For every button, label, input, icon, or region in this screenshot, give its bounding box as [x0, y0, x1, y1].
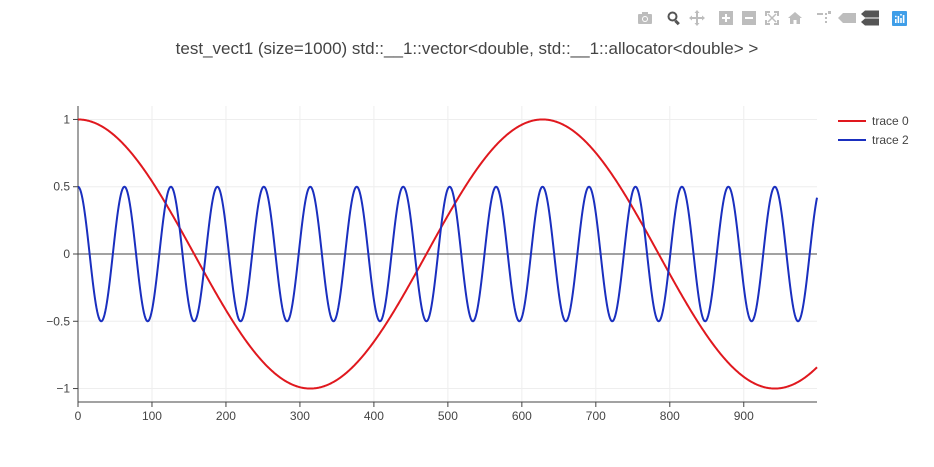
autoscale-icon[interactable]	[763, 9, 781, 27]
y-tick-label: 0	[63, 247, 70, 261]
y-tick-label: 1	[63, 112, 70, 126]
tick-labels: 0 100 200 300 400 500 600 700 800 900 −1 −0.5 0 0.5 1	[46, 112, 754, 423]
chart-title: test_vect1 (size=1000) std::__1::vector<…	[175, 39, 759, 58]
legend-label: trace 2	[872, 133, 909, 147]
legend-item[interactable]: trace 0	[838, 114, 909, 128]
hover-closest-icon[interactable]	[838, 9, 856, 27]
x-tick-label: 100	[142, 409, 162, 423]
grid-lines	[78, 106, 817, 402]
zoom-out-icon[interactable]	[740, 9, 758, 27]
legend-label: trace 0	[872, 114, 909, 128]
x-tick-label: 800	[660, 409, 680, 423]
plotly-logo-icon[interactable]	[890, 9, 908, 27]
series-line-trace-2[interactable]	[77, 185, 818, 323]
x-tick-label: 300	[290, 409, 310, 423]
hover-compare-icon[interactable]	[861, 9, 879, 27]
pan-icon[interactable]	[688, 9, 706, 27]
y-tick-label: 0.5	[53, 180, 70, 194]
zoom-icon[interactable]	[665, 9, 683, 27]
x-tick-label: 500	[438, 409, 458, 423]
zoom-in-icon[interactable]	[717, 9, 735, 27]
spike-lines-icon[interactable]	[815, 9, 833, 27]
modebar	[636, 8, 913, 28]
series-line-trace-0[interactable]	[77, 118, 818, 390]
y-tick-label: −0.5	[46, 314, 70, 328]
x-tick-label: 700	[586, 409, 606, 423]
x-tick-label: 600	[512, 409, 532, 423]
reset-axes-icon[interactable]	[786, 9, 804, 27]
x-tick-label: 400	[364, 409, 384, 423]
y-tick-label: −1	[56, 382, 70, 396]
plot-area	[77, 118, 818, 390]
camera-icon[interactable]	[636, 9, 654, 27]
legend-item[interactable]: trace 2	[838, 133, 909, 147]
x-tick-label: 200	[216, 409, 236, 423]
x-tick-label: 0	[75, 409, 82, 423]
x-tick-label: 900	[734, 409, 754, 423]
legend: trace 0 trace 2	[838, 114, 909, 147]
